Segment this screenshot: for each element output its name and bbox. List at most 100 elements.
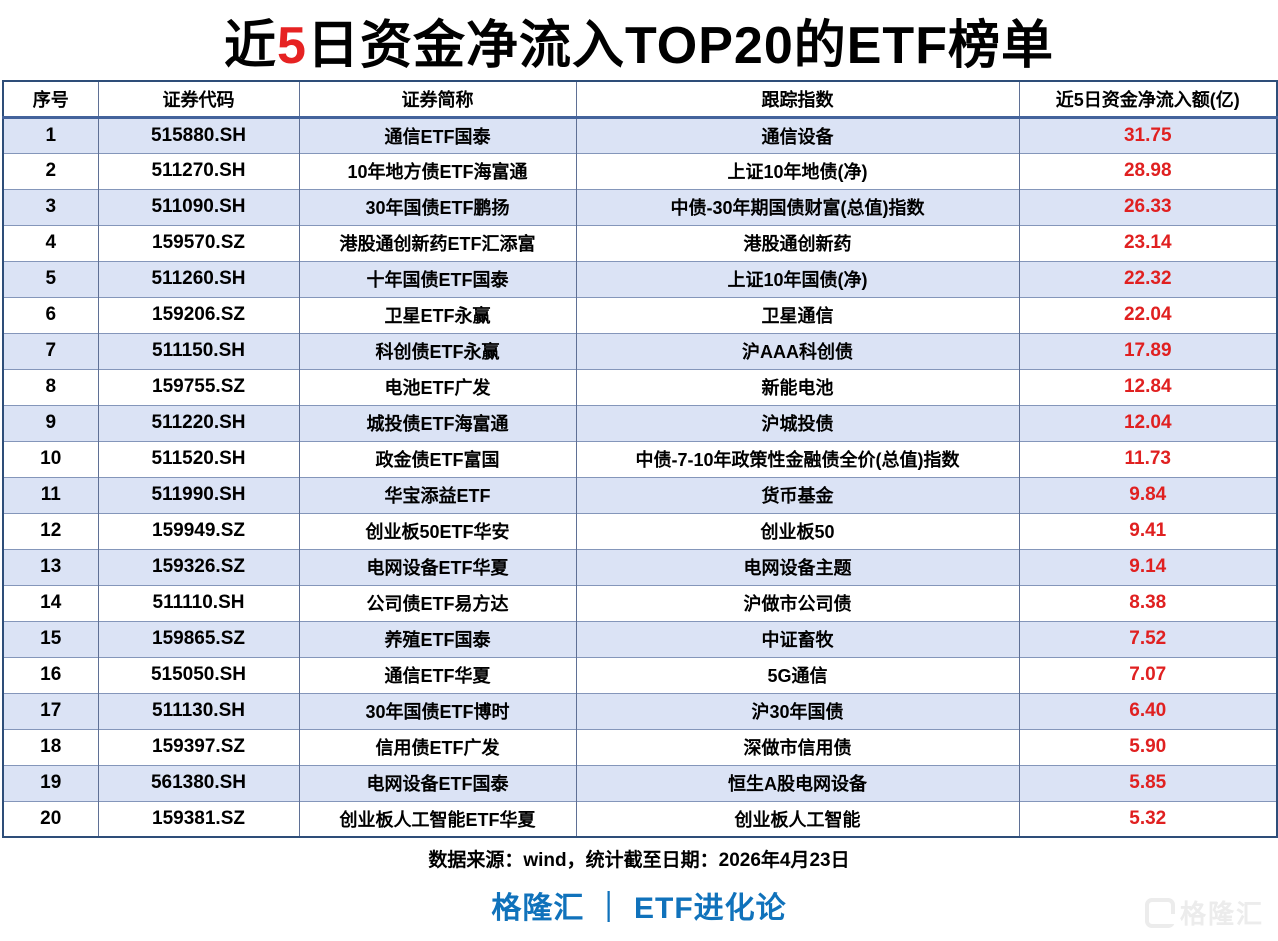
rank-cell: 2 [2,153,99,189]
index-cell: 中证畜牧 [575,621,1020,657]
inflow-value-cell: 23.14 [1018,225,1278,261]
name-cell: 创业板人工智能ETF华夏 [298,801,577,837]
rank-cell: 18 [2,729,99,765]
title-suffix: 日资金净流入TOP20的ETF榜单 [306,17,1054,75]
index-cell: 港股通创新药 [575,225,1020,261]
code-cell: 511220.SH [97,405,300,441]
index-cell: 中债-7-10年政策性金融债全价(总值)指数 [575,441,1020,477]
name-cell: 公司债ETF易方达 [298,585,577,621]
index-cell: 电网设备主题 [575,549,1020,585]
inflow-value-cell: 9.84 [1018,477,1278,513]
inflow-value-cell: 11.73 [1018,441,1278,477]
table-row: 5 511260.SH 十年国债ETF国泰 上证10年国债(净) 22.32 [2,261,1278,297]
rank-cell: 3 [2,189,99,225]
column-header-name: 证券简称 [298,81,577,119]
table-row: 10 511520.SH 政金债ETF富国 中债-7-10年政策性金融债全价(总值)指… [2,441,1278,477]
page-title: 近5日资金净流入TOP20的ETF榜单 [0,0,1278,80]
index-cell: 深做市信用债 [575,729,1020,765]
table-row: 7 511150.SH 科创债ETF永赢 沪AAA科创债 17.89 [2,333,1278,369]
name-cell: 电网设备ETF华夏 [298,549,577,585]
index-cell: 货币基金 [575,477,1020,513]
rank-cell: 10 [2,441,99,477]
index-cell: 5G通信 [575,657,1020,693]
name-cell: 港股通创新药ETF汇添富 [298,225,577,261]
column-header-inflow: 近5日资金净流入额(亿) [1018,81,1278,119]
brand-line: 格隆汇 ｜ ETF进化论 [491,892,787,925]
rank-cell: 16 [2,657,99,693]
inflow-value-cell: 22.04 [1018,297,1278,333]
index-cell: 沪AAA科创债 [575,333,1020,369]
code-cell: 511110.SH [97,585,300,621]
code-cell: 159949.SZ [97,513,300,549]
etf-ranking-table: 序号 证券代码 证券简称 跟踪指数 近5日资金净流入额(亿) 1 515880.S… [2,80,1278,838]
inflow-value-cell: 9.14 [1018,549,1278,585]
code-cell: 159570.SZ [97,225,300,261]
table-row: 11 511990.SH 华宝添益ETF 货币基金 9.84 [2,477,1278,513]
inflow-value-cell: 22.32 [1018,261,1278,297]
rank-cell: 1 [2,117,99,153]
rank-cell: 4 [2,225,99,261]
table-row: 16 515050.SH 通信ETF华夏 5G通信 7.07 [2,657,1278,693]
inflow-value-cell: 28.98 [1018,153,1278,189]
code-cell: 511990.SH [97,477,300,513]
watermark-text: 格隆汇 [1179,899,1264,929]
title-prefix: 近 [224,17,278,75]
name-cell: 通信ETF华夏 [298,657,577,693]
index-cell: 卫星通信 [575,297,1020,333]
data-source-note: 数据来源：wind，统计截至日期：2026年4月23日 [428,850,850,871]
rank-cell: 12 [2,513,99,549]
code-cell: 159865.SZ [97,621,300,657]
column-header-code: 证券代码 [97,81,300,119]
code-cell: 511090.SH [97,189,300,225]
name-cell: 电池ETF广发 [298,369,577,405]
index-cell: 恒生A股电网设备 [575,765,1020,801]
code-cell: 511270.SH [97,153,300,189]
name-cell: 10年地方债ETF海富通 [298,153,577,189]
rank-cell: 7 [2,333,99,369]
table-row: 6 159206.SZ 卫星ETF永赢 卫星通信 22.04 [2,297,1278,333]
rank-cell: 9 [2,405,99,441]
code-cell: 159397.SZ [97,729,300,765]
code-cell: 561380.SH [97,765,300,801]
inflow-value-cell: 5.32 [1018,801,1278,837]
inflow-value-cell: 26.33 [1018,189,1278,225]
name-cell: 信用债ETF广发 [298,729,577,765]
table-header-row: 序号 证券代码 证券简称 跟踪指数 近5日资金净流入额(亿) [2,81,1278,119]
watermark-logo: 格隆汇 [1144,894,1264,931]
table-row: 2 511270.SH 10年地方债ETF海富通 上证10年地债(净) 28.98 [2,153,1278,189]
table-row: 3 511090.SH 30年国债ETF鹏扬 中债-30年期国债财富(总值)指数 26.… [2,189,1278,225]
code-cell: 159755.SZ [97,369,300,405]
index-cell: 沪做市公司债 [575,585,1020,621]
index-cell: 创业板50 [575,513,1020,549]
rank-cell: 17 [2,693,99,729]
code-cell: 511520.SH [97,441,300,477]
rank-cell: 13 [2,549,99,585]
table-row: 19 561380.SH 电网设备ETF国泰 恒生A股电网设备 5.85 [2,765,1278,801]
rank-cell: 20 [2,801,99,837]
name-cell: 通信ETF国泰 [298,117,577,153]
index-cell: 沪30年国债 [575,693,1020,729]
name-cell: 电网设备ETF国泰 [298,765,577,801]
table-row: 9 511220.SH 城投债ETF海富通 沪城投债 12.04 [2,405,1278,441]
code-cell: 515880.SH [97,117,300,153]
gelonghui-logo-icon [1144,897,1175,928]
rank-cell: 6 [2,297,99,333]
inflow-value-cell: 12.84 [1018,369,1278,405]
name-cell: 30年国债ETF鹏扬 [298,189,577,225]
inflow-value-cell: 9.41 [1018,513,1278,549]
inflow-value-cell: 17.89 [1018,333,1278,369]
rank-cell: 19 [2,765,99,801]
name-cell: 城投债ETF海富通 [298,405,577,441]
table-row: 13 159326.SZ 电网设备ETF华夏 电网设备主题 9.14 [2,549,1278,585]
inflow-value-cell: 7.52 [1018,621,1278,657]
rank-cell: 8 [2,369,99,405]
table-row: 4 159570.SZ 港股通创新药ETF汇添富 港股通创新药 23.14 [2,225,1278,261]
name-cell: 十年国债ETF国泰 [298,261,577,297]
rank-cell: 11 [2,477,99,513]
table-row: 12 159949.SZ 创业板50ETF华安 创业板50 9.41 [2,513,1278,549]
name-cell: 30年国债ETF博时 [298,693,577,729]
table-row: 20 159381.SZ 创业板人工智能ETF华夏 创业板人工智能 5.32 [2,801,1278,837]
inflow-value-cell: 12.04 [1018,405,1278,441]
inflow-value-cell: 6.40 [1018,693,1278,729]
